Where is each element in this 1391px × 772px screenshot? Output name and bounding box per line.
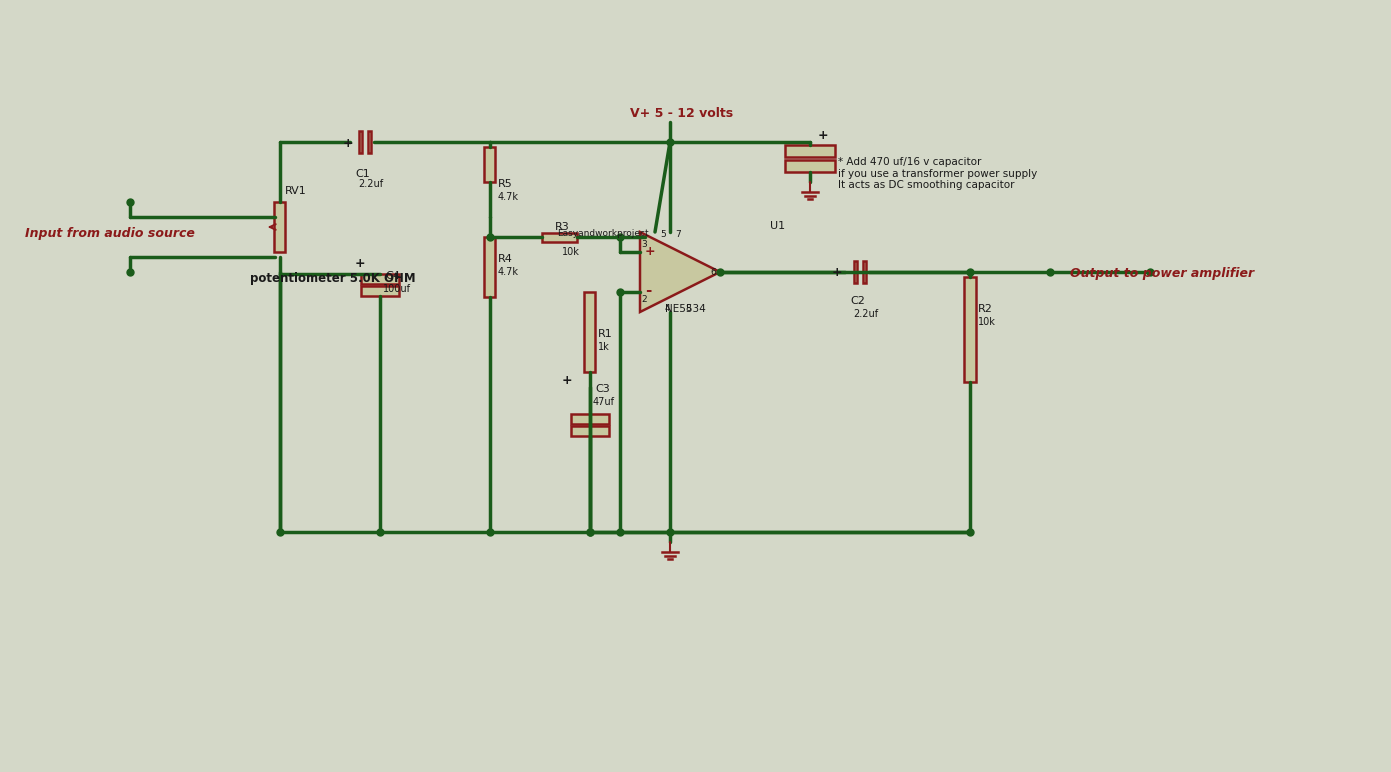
Text: +: + (645, 245, 655, 258)
FancyBboxPatch shape (274, 202, 285, 252)
Text: +: + (562, 374, 573, 387)
Text: -: - (645, 283, 651, 298)
Text: Output to power amplifier: Output to power amplifier (1070, 267, 1255, 280)
Text: 8: 8 (684, 304, 691, 313)
Text: 10k: 10k (978, 317, 996, 327)
FancyBboxPatch shape (570, 426, 609, 436)
FancyBboxPatch shape (862, 261, 867, 283)
FancyBboxPatch shape (785, 145, 835, 157)
Text: 100uf: 100uf (383, 284, 410, 294)
Text: * Add 470 uf/16 v capacitor
if you use a transformer power supply
It acts as DC : * Add 470 uf/16 v capacitor if you use a… (837, 157, 1038, 190)
Text: 1k: 1k (598, 342, 609, 352)
Text: 2.2uf: 2.2uf (357, 179, 383, 189)
FancyBboxPatch shape (359, 131, 362, 153)
Text: 6: 6 (709, 268, 716, 277)
Text: +: + (832, 266, 843, 279)
FancyBboxPatch shape (484, 147, 495, 182)
Text: Easyandworkproject: Easyandworkproject (556, 229, 648, 239)
Text: R1: R1 (598, 329, 613, 339)
Text: C1: C1 (355, 169, 370, 179)
Text: 10k: 10k (562, 247, 580, 257)
FancyBboxPatch shape (584, 292, 595, 372)
Text: Input from audio source: Input from audio source (25, 227, 195, 240)
Text: potentiometer 5.0K OHM: potentiometer 5.0K OHM (250, 272, 416, 285)
Polygon shape (640, 232, 721, 312)
Text: V+ 5 - 12 volts: V+ 5 - 12 volts (630, 107, 733, 120)
Text: +: + (355, 257, 366, 270)
Text: RV1: RV1 (285, 186, 307, 196)
FancyBboxPatch shape (367, 131, 371, 153)
Text: +: + (344, 137, 353, 150)
Text: U1: U1 (771, 221, 785, 231)
Text: C4: C4 (385, 271, 399, 281)
Text: NE5534: NE5534 (665, 304, 705, 314)
Text: 4.7k: 4.7k (498, 267, 519, 277)
Text: R5: R5 (498, 179, 513, 189)
Text: C2: C2 (850, 296, 865, 306)
Text: 7: 7 (675, 230, 680, 239)
Text: 4.7k: 4.7k (498, 192, 519, 202)
FancyBboxPatch shape (854, 261, 857, 283)
Text: C3: C3 (595, 384, 609, 394)
Text: 4: 4 (665, 304, 670, 313)
Text: 3: 3 (641, 240, 647, 249)
Text: R3: R3 (555, 222, 570, 232)
FancyBboxPatch shape (570, 414, 609, 424)
Text: R2: R2 (978, 304, 993, 314)
FancyBboxPatch shape (785, 160, 835, 172)
FancyBboxPatch shape (362, 273, 399, 283)
Text: 2.2uf: 2.2uf (853, 309, 878, 319)
FancyBboxPatch shape (484, 237, 495, 297)
FancyBboxPatch shape (362, 286, 399, 296)
Text: 47uf: 47uf (593, 397, 615, 407)
Text: +: + (818, 129, 829, 142)
Text: R4: R4 (498, 254, 513, 264)
FancyBboxPatch shape (542, 232, 577, 242)
Text: 2: 2 (641, 295, 647, 304)
FancyBboxPatch shape (964, 277, 976, 382)
Text: 5: 5 (659, 230, 666, 239)
